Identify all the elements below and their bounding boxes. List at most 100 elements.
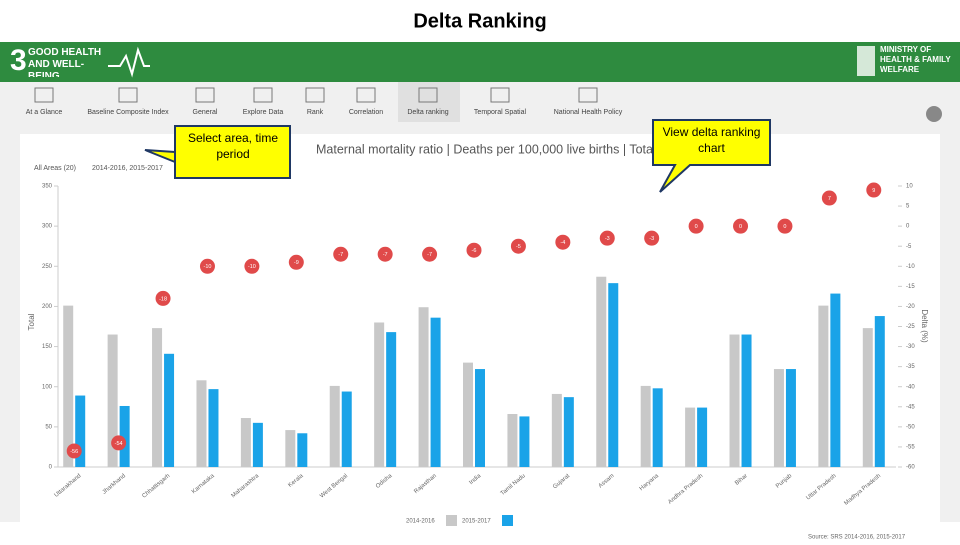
y2-tick-label: -25: [906, 324, 915, 330]
toolbar-item[interactable]: Temporal Spatial: [474, 109, 527, 116]
toolbar-item[interactable]: At a Glance: [26, 109, 63, 116]
bar: [374, 322, 385, 467]
toolbar-item[interactable]: Delta ranking: [407, 109, 448, 116]
emblem: [857, 46, 875, 76]
bar: [297, 433, 308, 467]
bar: [741, 334, 752, 467]
callout-1-shape: [144, 125, 291, 179]
toolbar-item[interactable]: Correlation: [349, 109, 383, 116]
delta-label: 0: [739, 224, 742, 230]
delta-dot: [377, 246, 393, 262]
ministry: MINISTRY OF HEALTH & FAMILY WELFARE: [880, 45, 951, 74]
bar: [75, 395, 86, 467]
delta-label: -4: [560, 240, 565, 246]
delta-dot: [777, 218, 793, 234]
delta-dot: [688, 218, 704, 234]
delta-dot: [66, 443, 82, 459]
y2-tick-label: -5: [906, 244, 912, 250]
bar: [862, 328, 873, 467]
toolbar-item[interactable]: Baseline Composite Index: [87, 109, 169, 116]
bar: [507, 414, 518, 467]
delta-label: -10: [203, 264, 211, 270]
bar: [563, 397, 574, 467]
delta-label: -56: [70, 449, 78, 455]
delta-dot: [555, 234, 571, 250]
y-tick-label: 350: [42, 184, 53, 190]
y-tick-label: 250: [42, 264, 53, 270]
chart-panel: [20, 134, 940, 540]
delta-label: -6: [472, 248, 477, 254]
goal-number: 3: [10, 44, 27, 77]
bar: [818, 305, 829, 467]
toolbar-icon: [253, 87, 273, 103]
bar: [341, 391, 352, 467]
delta-label: -10: [248, 264, 256, 270]
y-tick-label: 200: [42, 304, 53, 310]
bar: [785, 369, 796, 467]
bar: [551, 393, 562, 467]
toolbar-item[interactable]: National Health Policy: [554, 109, 623, 116]
y-axis-label: Total: [27, 313, 36, 330]
callout-2-shape: [652, 119, 771, 193]
toolbar-item[interactable]: General: [193, 109, 218, 116]
delta-dot: [466, 242, 482, 258]
y2-tick-label: 10: [906, 184, 913, 190]
toolbar-item[interactable]: Rank: [307, 109, 324, 116]
y2-tick-label: -10: [906, 264, 915, 270]
bar: [519, 416, 530, 467]
delta-dot: [821, 190, 837, 206]
goal-text-box: GOOD HEALTH AND WELL-BEING: [28, 47, 102, 77]
y2-tick-label: -35: [906, 364, 915, 370]
delta-dot: [199, 258, 215, 274]
delta-label: -7: [427, 252, 432, 258]
y-tick-label: 50: [45, 424, 52, 430]
bar: [240, 418, 251, 467]
bar: [418, 307, 429, 467]
bar: [830, 293, 841, 467]
bar: [685, 407, 696, 467]
y-tick-label: 100: [42, 384, 53, 390]
y-tick-label: 0: [49, 465, 53, 471]
delta-label: -9: [294, 260, 299, 266]
delta-dot: [599, 230, 615, 246]
bar: [119, 405, 130, 467]
bar: [152, 328, 163, 467]
y2-tick-label: 5: [906, 204, 910, 210]
user-icon[interactable]: [926, 106, 942, 122]
delta-label: -54: [115, 441, 123, 447]
bar: [463, 362, 473, 467]
toolbar-icon: [305, 87, 325, 103]
callout-2-box: View delta ranking chart: [663, 125, 761, 155]
bar: [874, 316, 885, 467]
toolbar-icon: [118, 87, 138, 103]
filter[interactable]: 2014-2016, 2015-2017: [92, 165, 163, 172]
bar: [596, 276, 607, 467]
delta-label: 7: [828, 196, 831, 202]
bar: [475, 369, 485, 467]
bar: [729, 334, 740, 467]
delta-dot: [866, 182, 882, 198]
delta-dot: [422, 246, 438, 262]
delta-label: -3: [605, 236, 610, 242]
toolbar-item[interactable]: Explore Data: [243, 109, 284, 116]
header-band: [0, 42, 960, 82]
y2-tick-label: -55: [906, 445, 915, 451]
toolbar-icon: [34, 87, 54, 103]
toolbar-icon: [490, 87, 510, 103]
goal-text: GOOD HEALTH AND WELL-BEING: [28, 47, 102, 77]
bar: [107, 334, 118, 467]
filter[interactable]: All Areas (20): [34, 165, 76, 172]
delta-label: -18: [159, 296, 167, 302]
y-tick-label: 150: [42, 344, 53, 350]
legend-swatch: [446, 515, 457, 526]
delta-label: -7: [383, 252, 388, 258]
y-tick-label: 300: [42, 224, 53, 230]
delta-dot: [244, 258, 260, 274]
toolbar-icon: [578, 87, 598, 103]
delta-dot: [333, 246, 349, 262]
legend-label: 2015-2017: [462, 519, 491, 525]
bar: [697, 407, 708, 467]
bar: [773, 369, 784, 467]
delta-dot: [644, 230, 660, 246]
